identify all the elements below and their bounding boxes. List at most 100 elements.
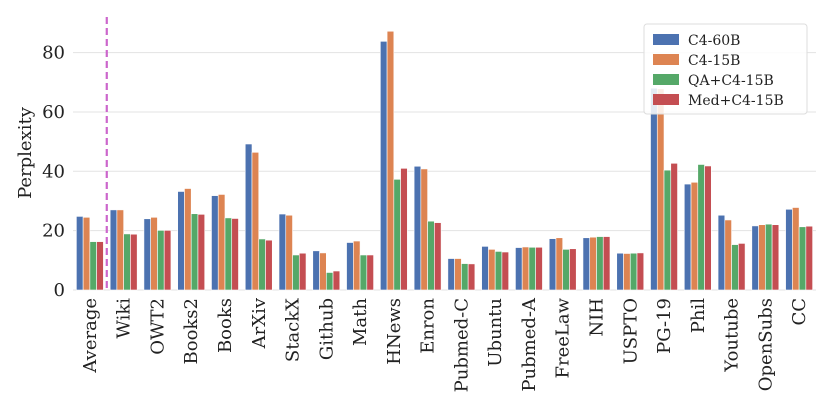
bar-qa-c4-15b-wiki xyxy=(123,233,131,291)
bar-c4-15b-cc xyxy=(792,207,800,291)
x-tick-label: Youtube xyxy=(722,298,743,373)
x-tick-label: OpenSubs xyxy=(755,298,776,391)
bar-med-c4-15b-freelaw xyxy=(569,248,577,291)
bar-c4-60b-ubuntu xyxy=(481,246,489,291)
x-tick-label: Ubuntu xyxy=(485,298,506,367)
bar-c4-15b-enron xyxy=(420,168,428,291)
bars xyxy=(76,30,813,291)
bar-c4-60b-wiki xyxy=(109,209,118,291)
bar-c4-15b-books2 xyxy=(184,188,192,291)
bar-c4-15b-pubmed-c xyxy=(454,258,462,291)
bar-c4-60b-books2 xyxy=(177,191,185,291)
bar-med-c4-15b-ubuntu xyxy=(501,251,509,291)
legend-label: Med+C4-15B xyxy=(688,93,784,109)
bar-c4-15b-phil xyxy=(690,181,699,291)
y-tick-label: 40 xyxy=(42,161,65,182)
bar-med-c4-15b-books xyxy=(231,218,239,291)
bar-c4-60b-nih xyxy=(582,237,591,291)
bar-med-c4-15b-average xyxy=(96,241,104,291)
x-tick-label: OWT2 xyxy=(147,298,168,355)
legend-label: C4-60B xyxy=(688,33,740,49)
x-tick-label: Wiki xyxy=(114,298,135,339)
x-tick-label: USPTO xyxy=(620,298,641,364)
bar-qa-c4-15b-books2 xyxy=(190,213,199,291)
bar-c4-15b-uspto xyxy=(623,253,631,291)
bar-c4-60b-math xyxy=(346,242,354,291)
bar-med-c4-15b-arxiv xyxy=(265,239,273,291)
bar-c4-15b-github xyxy=(319,252,327,291)
x-tick-label: ArXiv xyxy=(249,297,270,349)
bar-med-c4-15b-uspto xyxy=(636,252,645,291)
x-tick-label: Books2 xyxy=(181,298,202,365)
bar-c4-60b-enron xyxy=(413,165,422,291)
bar-c4-60b-arxiv xyxy=(244,143,253,291)
bar-qa-c4-15b-enron xyxy=(427,220,435,291)
bar-c4-15b-books xyxy=(217,194,226,291)
bar-qa-c4-15b-github xyxy=(325,272,334,291)
bar-med-c4-15b-pubmed-c xyxy=(467,263,476,291)
bar-c4-60b-youtube xyxy=(717,214,726,291)
bar-c4-15b-hnews xyxy=(386,30,395,291)
bar-qa-c4-15b-phil xyxy=(697,164,705,291)
bar-med-c4-15b-math xyxy=(366,254,374,291)
y-axis-label: Perplexity xyxy=(15,106,36,199)
bar-med-c4-15b-books2 xyxy=(197,214,206,291)
bar-c4-60b-uspto xyxy=(616,252,624,291)
x-tick-label: PG-19 xyxy=(654,298,675,354)
legend-box xyxy=(643,23,808,115)
legend-label: QA+C4-15B xyxy=(688,73,774,89)
bar-med-c4-15b-pubmed-a xyxy=(535,246,543,291)
bar-c4-60b-cc xyxy=(785,208,793,291)
bar-c4-60b-pubmed-c xyxy=(447,258,455,291)
bar-qa-c4-15b-owt2 xyxy=(157,230,165,291)
bar-qa-c4-15b-arxiv xyxy=(258,238,266,291)
x-tick-label: Pubmed-C xyxy=(451,298,472,392)
legend-swatch xyxy=(653,54,679,65)
x-tick-label: Github xyxy=(316,298,337,360)
bar-qa-c4-15b-youtube xyxy=(731,244,739,291)
bar-c4-60b-github xyxy=(312,250,320,291)
legend-swatch xyxy=(653,34,679,45)
bar-qa-c4-15b-cc xyxy=(798,226,807,291)
bar-qa-c4-15b-math xyxy=(359,254,368,291)
bar-qa-c4-15b-pg-19 xyxy=(663,169,672,291)
x-tick-label: Math xyxy=(350,298,371,346)
bar-c4-60b-average xyxy=(76,216,84,291)
bar-c4-15b-math xyxy=(353,240,361,291)
y-tick-label: 60 xyxy=(42,102,65,123)
bar-qa-c4-15b-nih xyxy=(596,236,604,291)
bar-med-c4-15b-enron xyxy=(434,222,442,291)
bar-c4-15b-freelaw xyxy=(555,237,564,291)
bar-c4-15b-wiki xyxy=(116,209,124,291)
y-tick-label: 0 xyxy=(54,280,65,301)
bar-c4-60b-phil xyxy=(683,183,692,291)
bar-qa-c4-15b-uspto xyxy=(629,252,638,291)
x-tick-label: Phil xyxy=(688,298,709,333)
x-tick-label: NIH xyxy=(586,298,607,337)
bar-med-c4-15b-wiki xyxy=(130,233,138,291)
bar-c4-15b-ubuntu xyxy=(488,249,496,291)
bar-qa-c4-15b-average xyxy=(89,241,97,291)
bar-c4-15b-youtube xyxy=(724,219,732,291)
bar-c4-15b-nih xyxy=(589,236,597,291)
bar-qa-c4-15b-stackx xyxy=(292,254,300,291)
bar-med-c4-15b-phil xyxy=(704,165,712,291)
bar-med-c4-15b-cc xyxy=(805,225,813,291)
bar-qa-c4-15b-freelaw xyxy=(562,249,570,291)
bar-c4-15b-opensubs xyxy=(758,224,766,291)
legend-label: C4-15B xyxy=(688,53,740,69)
bar-c4-15b-stackx xyxy=(285,214,293,291)
bar-med-c4-15b-pg-19 xyxy=(670,162,678,291)
bar-c4-15b-arxiv xyxy=(251,152,260,291)
bar-med-c4-15b-github xyxy=(332,270,341,291)
x-tick-label: Pubmed-A xyxy=(519,297,540,392)
axes: 0 20 40 60 80 Average Wiki OWT2 Books2 Books ArXiv… xyxy=(42,43,810,393)
legend: C4-60B C4-15B QA+C4-15B Med+C4-15B xyxy=(643,23,808,115)
bar-med-c4-15b-opensubs xyxy=(771,224,780,291)
bar-c4-60b-pg-19 xyxy=(650,87,658,291)
bar-qa-c4-15b-pubmed-a xyxy=(528,246,536,291)
bar-c4-15b-owt2 xyxy=(150,216,158,291)
bar-c4-60b-owt2 xyxy=(143,218,151,291)
bar-med-c4-15b-youtube xyxy=(738,243,746,291)
bar-c4-15b-pubmed-a xyxy=(521,246,530,291)
